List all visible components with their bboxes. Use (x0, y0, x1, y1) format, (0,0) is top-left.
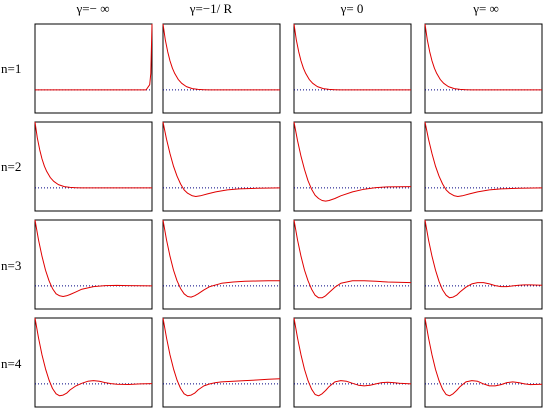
series-curve (424, 23, 542, 91)
panel-n2-col2 (162, 121, 281, 212)
panel-n2-col4 (424, 121, 543, 212)
panel-n1-col2 (162, 23, 281, 114)
row-label-3: n=3 (1, 258, 21, 273)
panel-n4-col1 (34, 317, 153, 408)
series-curve (34, 121, 152, 189)
panel-n4-col2 (162, 317, 281, 408)
panels (34, 23, 543, 408)
panel-frame (162, 23, 281, 114)
column-label-1: γ=− ∞ (76, 1, 110, 16)
series-curve (293, 219, 412, 299)
panel-frame (34, 317, 153, 408)
panel-n3-col3 (293, 219, 412, 310)
panel-n1-col3 (293, 23, 412, 114)
panel-n1-col1 (34, 23, 153, 114)
series-curve (424, 121, 543, 197)
column-label-4: γ= ∞ (472, 1, 499, 16)
panel-frame (293, 317, 412, 408)
panel-n2-col1 (34, 121, 153, 212)
panel-frame (424, 219, 543, 310)
panel-frame (424, 121, 543, 212)
series-curve (293, 121, 412, 202)
series-curve (293, 317, 412, 397)
row-label-4: n=4 (1, 356, 22, 371)
series-curve (293, 23, 411, 91)
column-labels: γ=− ∞ γ=−1/ R γ= 0 γ= ∞ (76, 1, 499, 16)
panel-n3-col2 (162, 219, 281, 310)
panel-frame (34, 219, 153, 310)
panel-frame (424, 317, 543, 408)
panel-frame (293, 219, 412, 310)
series-curve (162, 219, 280, 298)
series-curve (34, 219, 153, 297)
panel-frame (162, 219, 281, 310)
series-curve (424, 219, 543, 299)
panel-n4-col3 (293, 317, 412, 408)
panel-n3-col1 (34, 219, 153, 310)
panel-n2-col3 (293, 121, 412, 212)
series-curve (162, 317, 281, 397)
series-curve (424, 317, 543, 397)
panel-frame (293, 121, 412, 212)
column-label-2: γ=−1/ R (189, 1, 233, 16)
panel-frame (162, 121, 281, 212)
panel-frame (293, 23, 412, 114)
series-curve (162, 23, 280, 91)
column-label-3: γ= 0 (340, 1, 364, 16)
panel-frame (34, 23, 153, 114)
panel-frame (162, 317, 281, 408)
series-curve (35, 23, 153, 91)
row-label-1: n=1 (1, 61, 21, 76)
panel-n1-col4 (424, 23, 543, 114)
panel-frame (424, 23, 543, 114)
panel-n3-col4 (424, 219, 543, 310)
series-curve (162, 121, 281, 197)
row-label-2: n=2 (1, 159, 21, 174)
panel-n4-col4 (424, 317, 543, 408)
series-curve (34, 317, 153, 397)
panel-frame (34, 121, 153, 212)
row-labels: n=1 n=2 n=3 n=4 (1, 61, 22, 371)
